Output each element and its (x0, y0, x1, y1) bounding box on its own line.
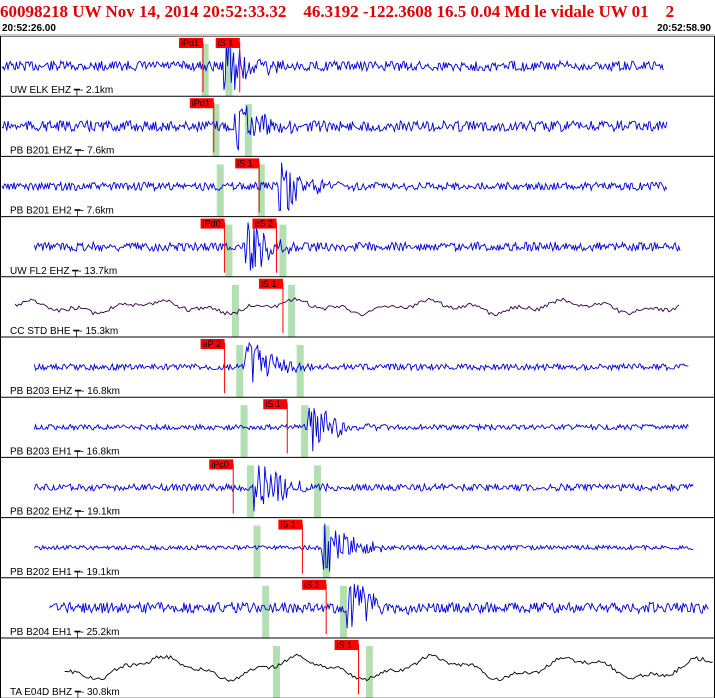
trace-waveform-8 (34, 523, 694, 572)
station-label: PB B203 EH1 ┯- 16.8km (10, 446, 119, 457)
header: 60098218 UW Nov 14, 2014 20:52:33.32 46.… (0, 0, 715, 36)
pick-label: iPd0 (203, 219, 221, 229)
pick-flag (263, 399, 288, 410)
p-band-0 (201, 44, 209, 97)
pick-flag (200, 339, 225, 349)
s-band-3 (279, 224, 287, 277)
start-time: 20:52:26.00 (2, 23, 56, 34)
s-band-6 (301, 405, 309, 458)
time-bar (0, 34, 715, 36)
trace-waveform-5 (33, 341, 689, 383)
pick-flag (235, 158, 260, 169)
seismogram-plot: iPd1 iS 1 UW ELK EHZ ┯- 2.1km iPd1 PB B201 E… (0, 36, 715, 698)
pick-flag (209, 459, 234, 470)
trace-waveform-9 (49, 583, 709, 629)
pick-flag (189, 98, 214, 109)
p-band-6 (240, 405, 248, 458)
pick-flag (200, 218, 225, 229)
p-band-8 (253, 525, 261, 578)
s-band-2 (257, 164, 265, 217)
trace-waveform-3 (33, 222, 681, 271)
end-time: 20:52:58.90 (657, 23, 711, 34)
s-band-4 (288, 284, 296, 337)
pick-flag (278, 519, 303, 530)
event-title: 60098218 UW Nov 14, 2014 20:52:33.32 46.… (0, 2, 675, 21)
pick-label: iS 1 (265, 399, 281, 409)
trace-waveform-2 (1, 162, 668, 212)
pick-label: iS 1 (304, 580, 320, 590)
pick-label: eS 2 (254, 219, 273, 229)
pick-flag (178, 38, 203, 48)
pick-label: iPc0 (211, 459, 229, 469)
station-label: PB B201 EH2 ┯- 7.6km (10, 206, 114, 217)
p-band-5 (236, 345, 244, 398)
p-band-1 (212, 104, 220, 157)
s-band-7 (314, 465, 322, 518)
station-label: PB B202 EH1 ┯- 19.1km (10, 567, 119, 578)
p-band-4 (231, 284, 239, 337)
pick-label: iS 1 (337, 640, 353, 650)
pick-flag (258, 278, 283, 289)
pick-flag (302, 579, 327, 590)
trace-waveform-10 (64, 653, 713, 682)
s-band-0 (225, 44, 233, 97)
trace-waveform-4 (14, 297, 680, 317)
trace-waveform-1 (1, 105, 668, 151)
p-band-2 (216, 164, 224, 217)
s-band-1 (244, 104, 252, 157)
p-band-10 (272, 646, 280, 698)
station-label: PB B203 EHZ ┯- 16.8km (10, 386, 120, 397)
pick-flag (334, 640, 359, 650)
station-label: PB B202 EHZ ┯- 19.1km (10, 507, 120, 518)
pick-flag (252, 218, 277, 229)
pick-label: iS 1 (280, 520, 296, 530)
pick-label: iPd1 (192, 98, 210, 108)
station-label: PB B201 EHZ ┯- 7.6km (10, 145, 114, 156)
pick-label: iS 1 (261, 279, 277, 289)
station-label: TA E04D BHZ ┯- 30.8km (10, 687, 120, 698)
station-label: UW ELK EHZ ┯- 2.1km (10, 85, 113, 96)
s-band-8 (322, 525, 330, 578)
s-band-5 (296, 345, 304, 398)
trace-waveform-7 (33, 465, 694, 512)
s-band-10 (365, 646, 373, 698)
station-label: CC STD BHE ┯- 15.3km (10, 326, 118, 337)
pick-label: iS 1 (218, 38, 234, 48)
pick-label: eP 2 (203, 339, 221, 349)
p-band-3 (225, 224, 233, 277)
station-label: PB B204 EH1 ┯- 25.2km (10, 627, 119, 638)
p-band-9 (262, 585, 270, 638)
pick-label: iS 1 (237, 158, 253, 168)
station-label: UW FL2 EHZ ┯- 13.7km (10, 266, 117, 277)
trace-waveform-6 (33, 407, 689, 452)
pick-label: iPd1 (181, 38, 199, 48)
p-band-7 (247, 465, 255, 518)
pick-flag (215, 38, 240, 48)
trace-waveform-0 (1, 40, 664, 91)
